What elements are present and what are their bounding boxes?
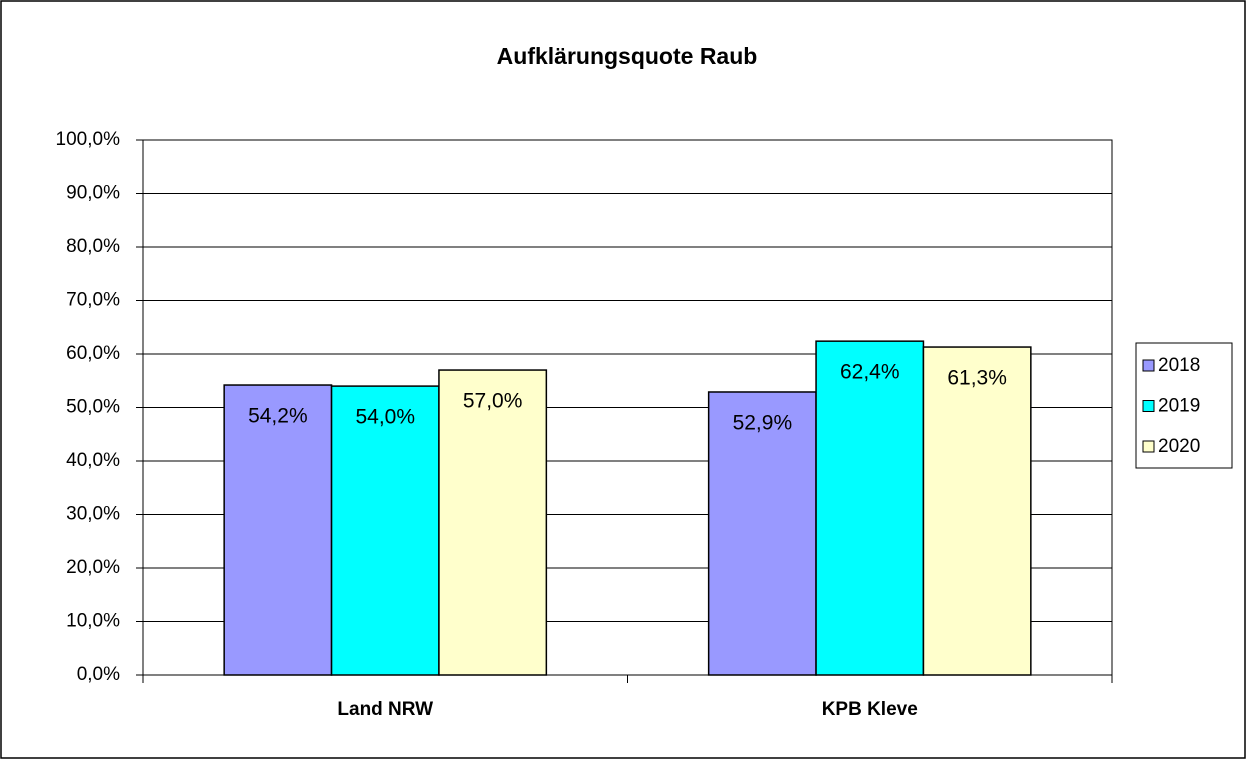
legend-swatch <box>1142 359 1155 372</box>
x-tick-label: Land NRW <box>337 699 433 720</box>
data-label: 61,3% <box>947 367 1007 390</box>
data-label: 54,2% <box>248 405 308 428</box>
y-tick-label: 90,0% <box>66 183 120 204</box>
legend-label: 2018 <box>1158 355 1200 376</box>
y-tick-label: 40,0% <box>66 450 120 471</box>
chart-title: Aufklärungsquote Raub <box>497 43 758 69</box>
y-tick-label: 80,0% <box>66 236 120 257</box>
data-label: 52,9% <box>733 412 793 435</box>
bar <box>922 346 1032 676</box>
bar <box>438 369 548 676</box>
legend-label: 2020 <box>1158 436 1200 457</box>
legend-label: 2019 <box>1158 396 1200 417</box>
bar <box>330 385 440 676</box>
y-tick-label: 100,0% <box>56 129 121 150</box>
data-label: 54,0% <box>355 406 415 429</box>
legend-swatch <box>1142 440 1155 453</box>
y-tick-label: 60,0% <box>66 343 120 364</box>
bar <box>223 384 333 676</box>
x-tick-label: KPB Kleve <box>822 699 918 720</box>
data-label: 57,0% <box>463 390 523 413</box>
bar <box>815 340 925 676</box>
y-tick-label: 50,0% <box>66 397 120 418</box>
bar <box>707 391 817 676</box>
y-tick-label: 30,0% <box>66 504 120 525</box>
y-tick-label: 10,0% <box>66 611 120 632</box>
y-tick-label: 20,0% <box>66 557 120 578</box>
y-tick-label: 0,0% <box>77 664 120 685</box>
y-tick-label: 70,0% <box>66 290 120 311</box>
data-label: 62,4% <box>840 361 900 384</box>
legend-swatch <box>1142 400 1155 412</box>
